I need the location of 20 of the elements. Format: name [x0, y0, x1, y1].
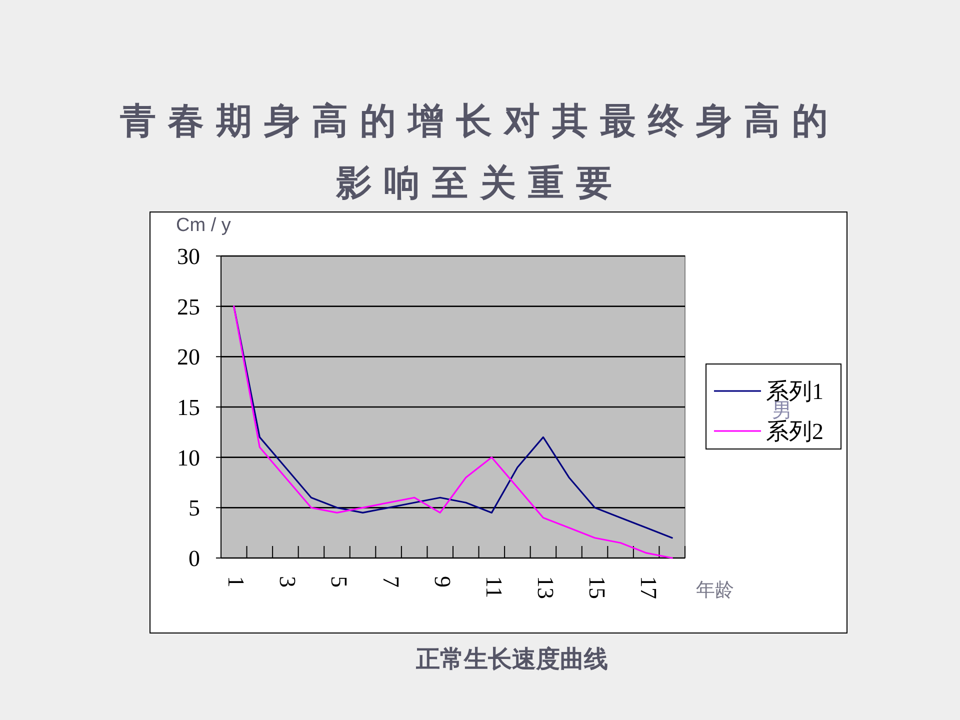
x-tick-label: 13 [532, 576, 558, 599]
x-tick-label: 5 [326, 576, 352, 588]
x-tick-label: 7 [378, 576, 404, 588]
text: 正常生长速度曲线 [415, 646, 608, 673]
x-tick-label: 11 [481, 576, 506, 598]
x-tick-label: 15 [584, 576, 610, 599]
x-tick-label: 1 [224, 576, 249, 588]
y-tick-label: 10 [177, 445, 200, 470]
y-tick-label: 25 [177, 294, 200, 320]
x-tick-label: 9 [430, 576, 455, 588]
y-tick-label: 5 [188, 496, 200, 521]
x-tick-label: 17 [636, 576, 662, 599]
y-tick-label: 0 [188, 546, 200, 571]
x-axis-title: 年龄 [696, 580, 734, 601]
y-tick-label: 30 [177, 244, 200, 269]
x-tick-label: 3 [275, 576, 300, 588]
y-tick-label: 15 [177, 395, 200, 420]
legend-label: 系列2 [766, 419, 824, 444]
y-axis-title: Cm / y [176, 215, 232, 236]
y-tick-label: 20 [177, 344, 200, 370]
